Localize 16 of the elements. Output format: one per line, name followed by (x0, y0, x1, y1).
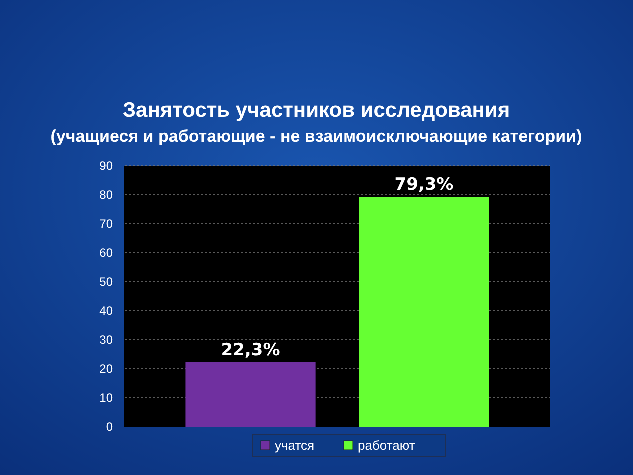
y-tick-label: 90 (100, 159, 114, 173)
y-tick-label: 50 (100, 275, 114, 289)
legend-label: учатся (275, 438, 315, 453)
y-tick-label: 80 (100, 188, 114, 202)
y-tick-label: 40 (100, 304, 114, 318)
chart-subtitle: (учащиеся и работающие - не взаимоисключающие категории) (50, 127, 582, 146)
data-label: 22,3% (221, 340, 280, 360)
y-tick-label: 0 (106, 420, 114, 434)
y-tick-label: 30 (100, 333, 114, 347)
y-tick-label: 20 (100, 362, 114, 376)
data-label: 79,3% (394, 175, 454, 196)
y-tick-label: 10 (100, 391, 114, 405)
chart-title: Занятость участников исследования (122, 99, 510, 122)
legend-label: работают (358, 438, 416, 453)
y-tick-label: 60 (100, 246, 114, 260)
y-tick-label: 70 (100, 217, 114, 231)
